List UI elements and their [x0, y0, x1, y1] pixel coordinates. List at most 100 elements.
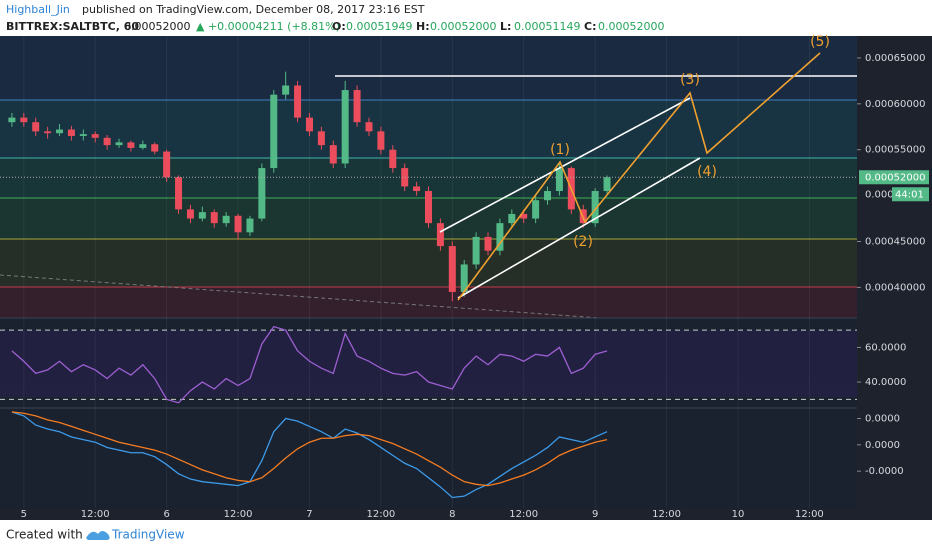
- candle-body: [436, 223, 444, 247]
- candle-body: [496, 223, 504, 251]
- candle-body: [472, 236, 480, 265]
- candle-body: [210, 212, 218, 224]
- price-axis-bg: [857, 36, 932, 520]
- ohlc-label: C:: [584, 20, 596, 33]
- candle-body: [389, 149, 397, 169]
- y-tick-label: 0.00045000: [865, 237, 925, 248]
- candle-body: [32, 122, 40, 132]
- candle-body: [127, 142, 135, 148]
- x-tick-label: 10: [732, 509, 745, 520]
- ohlc-value: 0.00052000: [430, 20, 496, 33]
- candle-body: [151, 144, 159, 152]
- x-tick-label: 7: [306, 509, 312, 520]
- header-bg: [0, 0, 932, 36]
- candle-body: [544, 191, 552, 201]
- y-tick-label: 0.00060000: [865, 99, 925, 110]
- candle-body: [163, 151, 171, 178]
- price: 0.00052000: [124, 20, 190, 33]
- x-tick-label: 12:00: [224, 509, 253, 520]
- ohlc: O: 0.00051949 H: 0.00052000 L: 0.00051149 C: 0.…: [332, 20, 664, 33]
- candle-body: [555, 168, 563, 192]
- change: ▲ +0.00004211 (+8.81%): [196, 20, 340, 33]
- last-price-label: 0.00052000: [865, 172, 925, 183]
- indicator-line: [11, 411, 608, 487]
- indicator-line: [11, 325, 608, 404]
- last-price-box: [859, 170, 929, 185]
- time-axis-bg: [0, 508, 857, 520]
- candle-body: [591, 191, 599, 224]
- wave-label: (1): [550, 142, 570, 158]
- candle-body: [448, 246, 456, 292]
- zone: [0, 239, 857, 287]
- candle-body: [603, 177, 611, 192]
- candle-body: [8, 117, 16, 123]
- footer-brand[interactable]: TradingView: [111, 528, 185, 542]
- ohlc-value: 0.00051949: [346, 20, 412, 33]
- countdown-box: [892, 187, 929, 202]
- candle-body: [234, 215, 242, 233]
- candle-body: [341, 90, 349, 164]
- candle-body: [377, 131, 385, 150]
- ohlc-value: 0.00052000: [598, 20, 664, 33]
- x-tick-label: 5: [21, 509, 27, 520]
- y-tick-label: 0.0000: [865, 440, 900, 451]
- candle-body: [270, 94, 278, 169]
- x-tick-label: 9: [592, 509, 598, 520]
- author[interactable]: Highball_Jin: [6, 3, 70, 16]
- x-tick-label: 12:00: [81, 509, 110, 520]
- wave-label: (5): [810, 34, 830, 50]
- candle-body: [222, 215, 230, 224]
- y-tick-label: 60.0000: [865, 342, 906, 353]
- candle-body: [520, 213, 528, 219]
- candle-body: [508, 213, 516, 224]
- candle-body: [103, 137, 111, 146]
- rsi-band: [0, 330, 857, 397]
- ohlc-label: O:: [332, 20, 346, 33]
- candle-body: [460, 264, 468, 292]
- ohlc-label: L:: [500, 20, 511, 33]
- footer-created: Created with: [6, 528, 83, 542]
- wave-label: (4): [697, 164, 717, 180]
- candle-body: [317, 131, 325, 146]
- logo: [86, 531, 110, 540]
- y-tick-label: 0.00065000: [865, 53, 925, 64]
- candle-body: [532, 200, 540, 219]
- candle-body: [186, 209, 194, 219]
- indicator-line: [11, 411, 608, 499]
- candle-body: [20, 117, 28, 123]
- x-tick-label: 12:00: [509, 509, 538, 520]
- wave: [457, 52, 821, 301]
- wave-label: (3): [680, 72, 700, 88]
- trendline: [0, 274, 601, 319]
- candle-body: [365, 122, 373, 132]
- candle-body: [79, 134, 87, 136]
- x-tick-label: 12:00: [652, 509, 681, 520]
- y-tick-label: 0.00055000: [865, 145, 925, 156]
- wave-label: (2): [573, 234, 593, 250]
- candle-body: [175, 177, 183, 210]
- candle-body: [353, 90, 361, 123]
- candle-body: [115, 142, 123, 146]
- countdown: 44:01: [895, 189, 924, 200]
- zone: [0, 36, 857, 100]
- zone: [0, 287, 857, 318]
- x-tick-label: 12:00: [366, 509, 395, 520]
- published: published on TradingView.com, December 0…: [82, 3, 425, 16]
- candle-body: [401, 168, 409, 187]
- candle-body: [246, 218, 254, 233]
- candle-body: [67, 129, 75, 136]
- candle-body: [282, 85, 290, 95]
- y-tick-label: 0.0000: [865, 414, 900, 425]
- y-tick-label: -0.0000: [865, 466, 904, 477]
- x-tick-label: 6: [163, 509, 169, 520]
- ohlc-label: H:: [416, 20, 430, 33]
- candle-body: [258, 168, 266, 219]
- marks: [0, 36, 857, 508]
- symbol: BITTREX:SALTBTC, 60: [6, 20, 139, 33]
- candle-body: [91, 134, 99, 138]
- y-tick-label: 40.0000: [865, 377, 906, 388]
- candle-body: [329, 145, 337, 164]
- candle-body: [44, 131, 52, 134]
